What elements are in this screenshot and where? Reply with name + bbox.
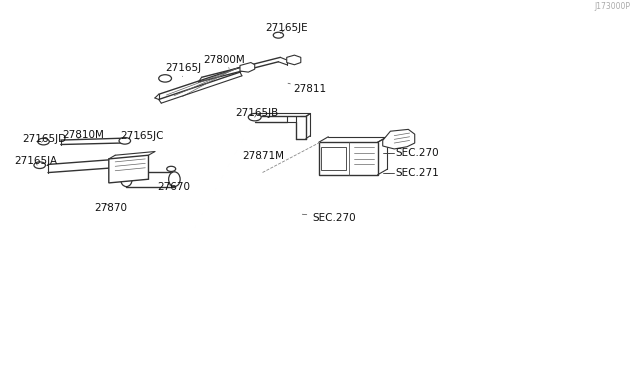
Text: 27165JE: 27165JE xyxy=(266,23,308,33)
Text: 27800M: 27800M xyxy=(204,55,245,68)
Polygon shape xyxy=(240,62,255,72)
Text: 27870: 27870 xyxy=(95,203,128,213)
Ellipse shape xyxy=(120,172,132,187)
Text: 27165J: 27165J xyxy=(165,64,201,77)
Polygon shape xyxy=(109,155,148,183)
Circle shape xyxy=(166,166,175,171)
Circle shape xyxy=(34,162,45,169)
Polygon shape xyxy=(321,147,346,170)
Ellipse shape xyxy=(169,172,180,187)
Circle shape xyxy=(38,138,49,145)
Text: 27165JA: 27165JA xyxy=(14,156,57,166)
Text: SEC.270: SEC.270 xyxy=(385,148,439,158)
Polygon shape xyxy=(319,142,378,175)
Text: J173000P: J173000P xyxy=(595,2,630,11)
Polygon shape xyxy=(383,129,415,149)
Text: 27165JD: 27165JD xyxy=(22,134,67,144)
Text: 27165JC: 27165JC xyxy=(120,131,164,141)
Text: SEC.271: SEC.271 xyxy=(385,168,439,178)
Text: SEC.270: SEC.270 xyxy=(302,213,356,222)
Circle shape xyxy=(159,75,172,82)
Circle shape xyxy=(248,113,261,121)
Text: 27670: 27670 xyxy=(157,182,190,192)
Circle shape xyxy=(273,32,284,38)
Text: 27811: 27811 xyxy=(288,83,326,94)
Circle shape xyxy=(119,138,131,144)
Text: 27871M: 27871M xyxy=(242,151,284,161)
Text: 27810M: 27810M xyxy=(63,130,104,140)
Polygon shape xyxy=(287,55,301,65)
Text: 27165JB: 27165JB xyxy=(236,108,279,118)
